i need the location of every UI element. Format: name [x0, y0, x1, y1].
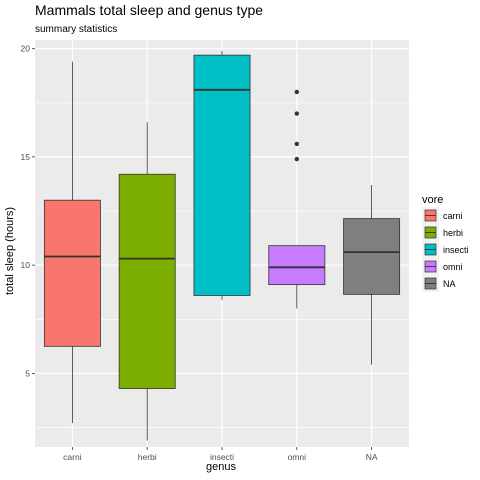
legend: vore carni herbi insecti omni NA	[422, 194, 469, 292]
y-tick-label: 20	[21, 44, 31, 54]
legend-label-herbi: herbi	[443, 228, 463, 238]
box-omni	[268, 89, 326, 309]
outlier-point	[294, 141, 299, 147]
x-tick-label: herbi	[138, 452, 157, 462]
box-series	[43, 50, 401, 441]
legend-label-carni: carni	[443, 211, 463, 221]
outlier-point	[294, 89, 299, 95]
legend-title: vore	[422, 194, 443, 206]
y-tick-label: 5	[25, 368, 30, 378]
legend-label-NA: NA	[443, 279, 456, 289]
box-body	[118, 173, 176, 389]
chart-subtitle: summary statistics	[35, 24, 117, 35]
x-tick-label: NA	[366, 452, 378, 462]
box-body	[43, 199, 101, 347]
chart-title: Mammals total sleep and genus type	[35, 2, 263, 18]
box-body	[193, 54, 251, 296]
box-insecti	[193, 50, 251, 300]
x-tick-label: insecti	[210, 452, 234, 462]
y-tick-label: 10	[21, 260, 31, 270]
box-herbi	[118, 122, 176, 441]
outlier-point	[294, 156, 299, 162]
outlier-point	[294, 111, 299, 116]
y-axis-title: total sleep (hours)	[4, 207, 16, 295]
y-tick-label: 15	[21, 152, 31, 162]
box-body	[268, 245, 326, 286]
legend-label-insecti: insecti	[443, 245, 469, 255]
y-axis-ticks: 5 10 15 20	[21, 44, 35, 378]
legend-label-omni: omni	[443, 262, 463, 272]
x-axis-ticks: carni herbi insecti omni NA	[63, 447, 378, 462]
box-NA	[343, 185, 401, 365]
x-axis-title: genus	[206, 461, 236, 473]
box-carni	[43, 61, 101, 424]
box-body	[343, 218, 401, 295]
x-tick-label: carni	[63, 452, 82, 462]
x-tick-label: omni	[288, 452, 307, 462]
